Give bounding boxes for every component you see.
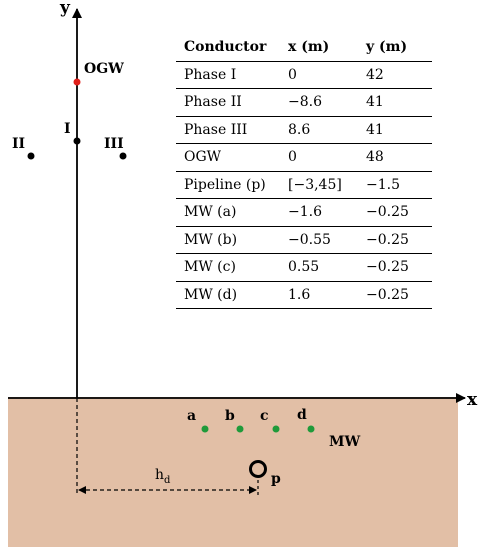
table-cell: 0 [280,143,358,172]
x-axis-label: x [467,390,478,410]
table-cell: MW (c) [176,253,280,282]
table-cell: 1.6 [280,281,358,309]
table-row: Phase III 8.6 41 [176,116,432,144]
wire-b-dot [236,425,244,433]
table-cell: −8.6 [280,88,358,117]
wire-a-dot [201,425,209,433]
table-cell: 48 [358,143,432,172]
wire-c-dot [272,425,280,433]
table-cell: 41 [358,88,432,117]
distance-label-main: h [155,467,165,483]
conductor-coordinates-table: Conductor x (m) y (m) Phase I 0 42 Phase… [176,34,432,309]
table-row: MW (c) 0.55 −0.25 [176,253,432,282]
table-row: Pipeline (p) [−3,45] −1.5 [176,171,432,199]
wire-d-dot [307,425,315,433]
ground-region [8,397,458,547]
table-cell: Phase III [176,116,280,144]
ogw-label: OGW [84,61,124,77]
table-cell: −0.25 [358,253,432,282]
table-cell: MW (b) [176,226,280,254]
y-axis-label: y [60,0,70,18]
mw-label: MW [329,434,361,450]
wire-a-label: a [187,408,197,424]
ogw-dot [73,78,81,86]
wire-c-label: c [260,408,269,424]
phase-2-dot [27,152,35,160]
phase-3-label: III [104,136,124,152]
table-cell: −0.25 [358,198,432,227]
table-cell: Phase I [176,61,280,89]
table-cell: −0.55 [280,226,358,254]
table-row: MW (b) −0.55 −0.25 [176,226,432,254]
wire-b-label: b [225,408,235,424]
table-cell: −1.6 [280,198,358,227]
phase-1-label: I [64,121,71,137]
distance-label: hd [155,468,170,486]
table-cell: 42 [358,61,432,89]
table-row: Phase II −8.6 41 [176,88,432,117]
pipeline-label: p [271,471,281,487]
wire-d-label: d [297,407,307,423]
table-header-y: y (m) [358,34,432,62]
table-cell: Pipeline (p) [176,171,280,199]
table-cell: [−3,45] [280,171,358,199]
table-header-row: Conductor x (m) y (m) [176,34,432,62]
table-cell: −0.25 [358,281,432,309]
table-cell: MW (a) [176,198,280,227]
table-cell: 41 [358,116,432,144]
table-row: Phase I 0 42 [176,61,432,89]
table-row: MW (d) 1.6 −0.25 [176,281,432,309]
distance-label-subscript: d [164,474,171,486]
table-cell: 0.55 [280,253,358,282]
table-cell: −1.5 [358,171,432,199]
table-cell: Phase II [176,88,280,117]
table-cell: 8.6 [280,116,358,144]
table-cell: MW (d) [176,281,280,309]
pipeline-circle [249,460,267,478]
table-header-x: x (m) [280,34,358,62]
table-cell: OGW [176,143,280,172]
table-row: MW (a) −1.6 −0.25 [176,198,432,227]
table-cell: −0.25 [358,226,432,254]
table-header-conductor: Conductor [176,34,280,62]
phase-3-dot [119,152,127,160]
phase-2-label: II [12,136,26,152]
phase-1-dot [73,137,81,145]
table-cell: 0 [280,61,358,89]
table-row: OGW 0 48 [176,143,432,172]
